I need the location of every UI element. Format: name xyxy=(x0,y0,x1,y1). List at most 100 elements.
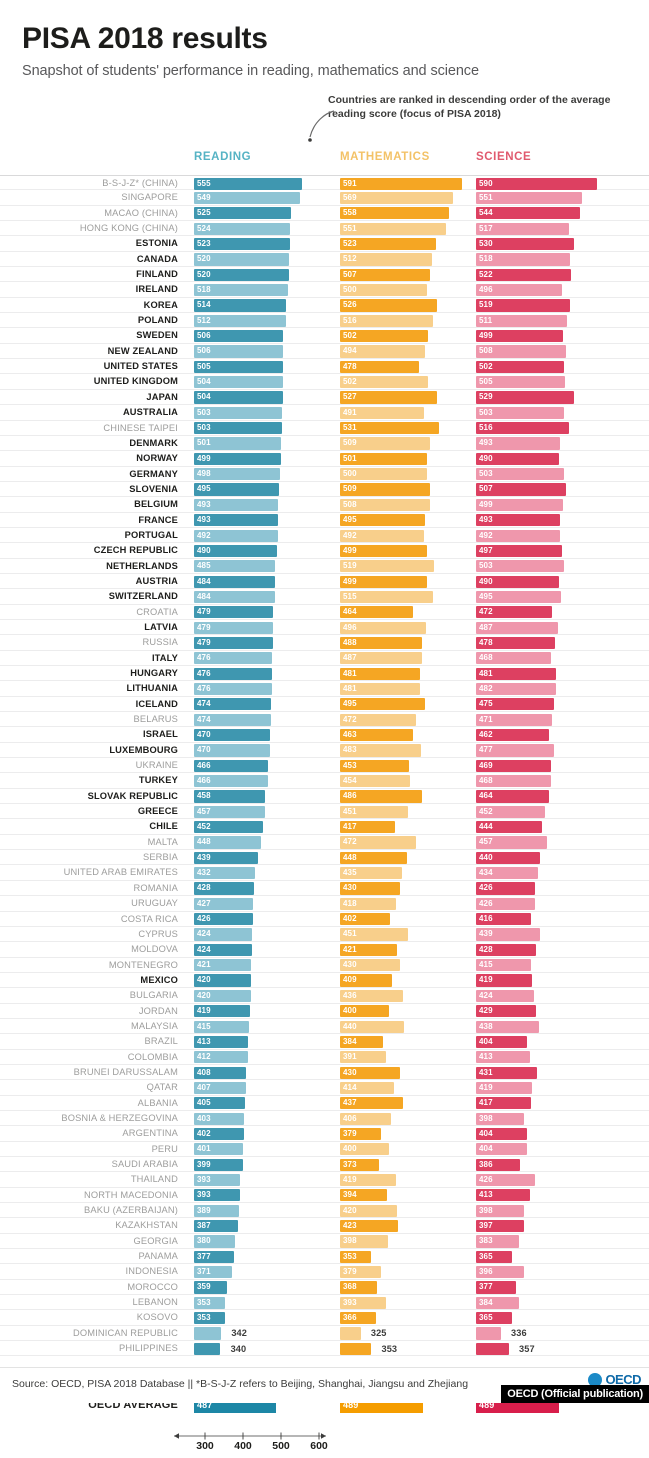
bar-mathematics: 481 xyxy=(340,682,420,696)
bar-mathematics: 419 xyxy=(340,1173,397,1187)
bar-value: 430 xyxy=(343,960,357,970)
column-header-science: SCIENCE xyxy=(476,151,532,163)
bar-value: 499 xyxy=(343,576,357,586)
bar-value: 500 xyxy=(343,469,357,479)
table-row: CHINESE TAIPEI 503 531 516 xyxy=(0,421,649,436)
bar-science: 413 xyxy=(476,1189,530,1202)
bar-value: 507 xyxy=(343,269,357,279)
bar-reading: 523 xyxy=(194,237,290,251)
bar-value: 353 xyxy=(343,1251,357,1261)
table-row: NEW ZEALAND 506 494 508 xyxy=(0,344,649,360)
bar-science: 490 xyxy=(476,452,560,465)
country-label: ITALY xyxy=(151,652,178,663)
bar-science: 482 xyxy=(476,682,557,696)
bar-science: 386 xyxy=(476,1158,520,1171)
bar-science: 468 xyxy=(476,652,551,665)
table-row: MALTA 448 472 457 xyxy=(0,835,649,851)
country-label: ICELAND xyxy=(135,698,178,709)
bar-value: 486 xyxy=(343,791,357,801)
bar-mathematics: 417 xyxy=(340,821,396,834)
bar-value: 516 xyxy=(343,315,357,325)
table-row: ROMANIA 428 430 426 xyxy=(0,881,649,897)
table-row: ITALY 476 487 468 xyxy=(0,651,649,666)
bar-reading: 504 xyxy=(194,391,283,404)
bar-value: 490 xyxy=(479,576,493,586)
bar-value: 435 xyxy=(343,868,357,878)
bar-science: 518 xyxy=(476,253,570,266)
axis-tick-label: 400 xyxy=(234,1440,252,1453)
bar-value: 482 xyxy=(479,683,493,693)
table-row: BELARUS 474 472 471 xyxy=(0,712,649,728)
bar-science: 438 xyxy=(476,1020,540,1033)
country-label: SLOVENIA xyxy=(129,483,178,494)
bar-reading: 405 xyxy=(194,1097,245,1110)
bar-mathematics: 509 xyxy=(340,437,431,450)
country-label: KOREA xyxy=(143,299,178,310)
bar-value: 503 xyxy=(197,423,211,433)
bar-value: 426 xyxy=(479,883,493,893)
table-row: CYPRUS 424 451 439 xyxy=(0,927,649,943)
bar-science: 426 xyxy=(476,882,535,895)
country-label: IRELAND xyxy=(135,284,178,295)
country-label: CZECH REPUBLIC xyxy=(93,545,178,556)
table-row: HUNGARY 476 481 481 xyxy=(0,666,649,682)
table-row: BULGARIA 420 436 424 xyxy=(0,988,649,1004)
bar-science: 477 xyxy=(476,744,555,757)
bar-science: 472 xyxy=(476,606,553,619)
bar-value: 436 xyxy=(343,990,357,1000)
bar-value: 496 xyxy=(343,622,357,632)
bar-mathematics: 569 xyxy=(340,191,454,205)
bar-science: 404 xyxy=(476,1035,527,1049)
bar-value: 479 xyxy=(197,607,211,617)
bar-science: 365 xyxy=(476,1250,512,1263)
bar-value: 520 xyxy=(197,269,211,279)
country-label: CANADA xyxy=(136,253,178,264)
bar-mathematics: 499 xyxy=(340,575,427,588)
bar-science: 516 xyxy=(476,422,570,435)
bar-value: 448 xyxy=(197,837,211,847)
bar-value: 424 xyxy=(479,990,493,1000)
country-label: SAUDI ARABIA xyxy=(111,1159,178,1169)
bar-value: 394 xyxy=(343,1190,357,1200)
table-row: MOLDOVA 424 421 428 xyxy=(0,942,649,958)
bar-science: 424 xyxy=(476,989,535,1002)
bar-value: 402 xyxy=(343,914,357,924)
bar-value: 471 xyxy=(479,714,493,724)
bar-science: 444 xyxy=(476,821,542,834)
bar-value: 428 xyxy=(197,883,211,893)
country-label: BULGARIA xyxy=(129,990,178,1001)
bar-science: 481 xyxy=(476,667,556,680)
bar-mathematics: 368 xyxy=(340,1281,377,1294)
country-label: UNITED STATES xyxy=(103,361,178,372)
table-row: CANADA 520 512 518 xyxy=(0,252,649,268)
bar-value: 379 xyxy=(343,1267,357,1276)
bar-value: 353 xyxy=(197,1297,211,1307)
bar-value: 357 xyxy=(519,1343,535,1354)
bar-value: 464 xyxy=(343,607,357,617)
country-label: KOSOVO xyxy=(136,1312,178,1323)
bar-science: 426 xyxy=(476,897,535,910)
table-row: ALBANIA 405 437 417 xyxy=(0,1096,649,1111)
bar-reading: 419 xyxy=(194,1005,251,1018)
table-row: DOMINICAN REPUBLIC 342 325 336 xyxy=(0,1326,649,1342)
country-label: PORTUGAL xyxy=(124,529,178,540)
table-row: SERBIA 439 448 440 xyxy=(0,850,649,866)
country-label: GEORGIA xyxy=(133,1235,178,1246)
bar-value: 494 xyxy=(343,346,357,356)
bar-mathematics: 496 xyxy=(340,621,426,634)
bar-mathematics: 531 xyxy=(340,422,439,435)
bar-mathematics: 430 xyxy=(340,882,401,895)
table-row: SLOVENIA 495 509 507 xyxy=(0,482,649,498)
bar-reading: 504 xyxy=(194,376,283,389)
bar-value: 493 xyxy=(479,515,493,525)
country-label: ARGENTINA xyxy=(122,1128,178,1139)
bar-science: 502 xyxy=(476,360,564,373)
bar-reading: 427 xyxy=(194,897,254,910)
bar-science: 508 xyxy=(476,345,567,358)
country-label: HUNGARY xyxy=(130,668,178,678)
bar-science: 462 xyxy=(476,728,549,742)
table-row: ARGENTINA 402 379 404 xyxy=(0,1126,649,1142)
bar-mathematics: 501 xyxy=(340,452,428,465)
table-row: RUSSIA 479 488 478 xyxy=(0,635,649,651)
bar-value: 398 xyxy=(479,1113,493,1123)
